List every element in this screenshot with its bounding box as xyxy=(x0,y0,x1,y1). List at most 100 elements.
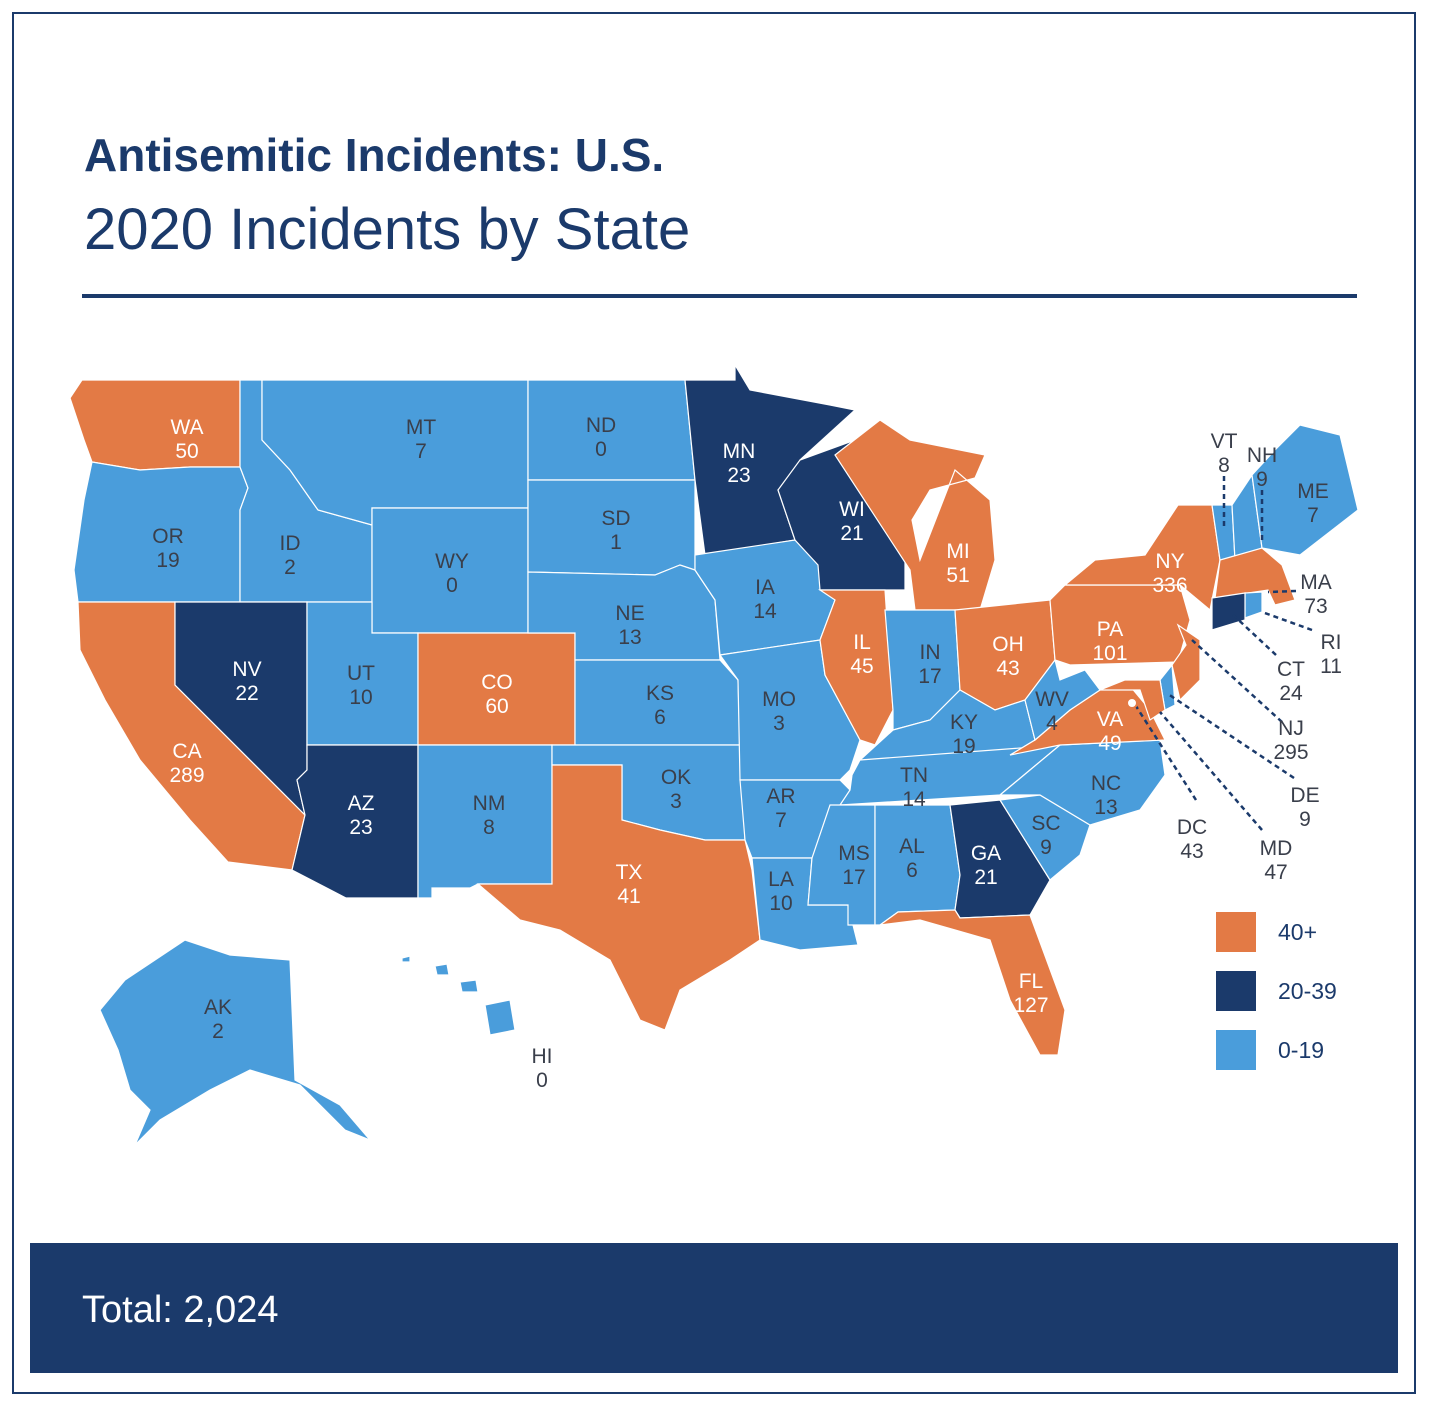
state-hi-island-1 xyxy=(401,955,411,963)
state-count-ne: 13 xyxy=(618,626,641,649)
state-count-ut: 10 xyxy=(349,686,372,709)
state-label-ok: OK xyxy=(661,766,691,789)
legend-item-mid: 20-39 xyxy=(1216,971,1337,1011)
map-title: Antisemitic Incidents: U.S. xyxy=(84,129,665,181)
state-label-ga: GA xyxy=(971,842,1001,865)
state-count-nm: 8 xyxy=(483,816,495,839)
state-label-tn: TN xyxy=(900,764,928,787)
title-divider xyxy=(82,294,1357,298)
legend-item-low: 0-19 xyxy=(1216,1030,1337,1070)
state-count-ak: 2 xyxy=(212,1020,224,1043)
state-label-nm: NM xyxy=(473,792,506,815)
leader-line xyxy=(1267,589,1297,594)
legend-swatch-high xyxy=(1216,912,1256,952)
state-label-tx: TX xyxy=(616,861,643,884)
state-label-id: ID xyxy=(280,532,301,555)
leader-line xyxy=(1167,692,1295,780)
state-count-ct: 24 xyxy=(1279,682,1303,705)
state-count-wa: 50 xyxy=(175,440,198,463)
state-count-az: 23 xyxy=(349,816,372,839)
legend-label-low: 0-19 xyxy=(1278,1036,1325,1063)
state-label-ri: RI xyxy=(1321,631,1342,654)
state-ri xyxy=(1244,591,1263,619)
state-count-pa: 101 xyxy=(1092,642,1127,665)
legend-label-high: 40+ xyxy=(1278,918,1318,945)
state-label-ak: AK xyxy=(204,996,232,1019)
state-label-mi: MI xyxy=(946,540,969,563)
state-wa xyxy=(69,379,241,471)
state-count-nv: 22 xyxy=(235,682,258,705)
legend-item-high: 40+ xyxy=(1216,912,1337,952)
state-label-de: DE xyxy=(1290,784,1319,807)
state-fl xyxy=(879,909,1066,1056)
state-md xyxy=(1099,679,1166,721)
state-label-ut: UT xyxy=(347,662,375,685)
legend: 40+ 20-39 0-19 xyxy=(1216,912,1337,1089)
state-nj xyxy=(1171,623,1201,702)
state-count-al: 6 xyxy=(906,859,918,882)
state-count-oh: 43 xyxy=(996,657,1019,680)
state-label-ny: NY xyxy=(1155,550,1184,573)
state-count-mt: 7 xyxy=(415,440,427,463)
state-label-in: IN xyxy=(920,641,941,664)
state-label-me: ME xyxy=(1297,480,1329,503)
state-hi-island-4 xyxy=(484,999,516,1036)
state-count-nj: 295 xyxy=(1273,741,1308,764)
state-count-fl: 127 xyxy=(1013,994,1048,1017)
state-label-co: CO xyxy=(481,671,513,694)
state-hi-island-2 xyxy=(434,963,450,976)
legend-swatch-mid xyxy=(1216,971,1256,1011)
state-count-ia: 14 xyxy=(753,600,777,623)
state-label-nc: NC xyxy=(1091,772,1121,795)
state-label-ms: MS xyxy=(838,842,870,865)
state-count-il: 45 xyxy=(850,655,873,678)
state-label-nv: NV xyxy=(232,658,261,681)
state-label-ks: KS xyxy=(646,682,674,705)
chart-frame xyxy=(12,12,1416,1394)
state-label-sc: SC xyxy=(1031,812,1060,835)
state-label-az: AZ xyxy=(348,792,375,815)
state-ak xyxy=(99,939,371,1146)
state-label-dc: DC xyxy=(1177,816,1207,839)
total-count: Total: 2,024 xyxy=(82,1289,279,1331)
state-label-mn: MN xyxy=(723,440,756,463)
state-label-nj: NJ xyxy=(1278,717,1304,740)
state-count-ri: 11 xyxy=(1320,655,1342,678)
state-count-ok: 3 xyxy=(670,790,682,813)
state-count-nc: 13 xyxy=(1094,796,1117,819)
state-label-wv: WV xyxy=(1035,688,1069,711)
leader-line xyxy=(1191,639,1283,723)
state-count-md: 47 xyxy=(1264,861,1287,884)
state-count-me: 7 xyxy=(1307,504,1319,527)
state-label-wa: WA xyxy=(170,416,203,439)
leader-line xyxy=(1229,611,1277,656)
state-tx xyxy=(476,764,761,1031)
leader-line xyxy=(1132,702,1198,801)
state-count-wi: 21 xyxy=(840,522,863,545)
state-count-sd: 1 xyxy=(610,531,622,554)
state-label-ne: NE xyxy=(615,602,644,625)
state-count-ms: 17 xyxy=(842,866,865,889)
state-count-dc: 43 xyxy=(1180,840,1203,863)
state-label-oh: OH xyxy=(992,633,1024,656)
state-ct xyxy=(1211,592,1246,631)
state-count-sc: 9 xyxy=(1040,836,1052,859)
state-count-in: 17 xyxy=(918,665,941,688)
state-count-mo: 3 xyxy=(773,712,785,735)
state-count-tx: 41 xyxy=(617,885,640,908)
state-me xyxy=(1251,424,1359,556)
state-label-vt: VT xyxy=(1211,430,1238,453)
state-label-ct: CT xyxy=(1277,658,1305,681)
state-count-ar: 7 xyxy=(775,809,787,832)
state-count-ks: 6 xyxy=(654,706,666,729)
state-count-la: 10 xyxy=(769,892,792,915)
state-label-or: OR xyxy=(152,525,184,548)
state-label-md: MD xyxy=(1260,837,1293,860)
state-label-nh: NH xyxy=(1247,444,1277,467)
state-label-wy: WY xyxy=(435,550,469,573)
state-count-ma: 73 xyxy=(1304,595,1327,618)
state-count-co: 60 xyxy=(485,695,508,718)
state-count-mi: 51 xyxy=(946,564,969,587)
dc-marker xyxy=(1126,697,1138,709)
